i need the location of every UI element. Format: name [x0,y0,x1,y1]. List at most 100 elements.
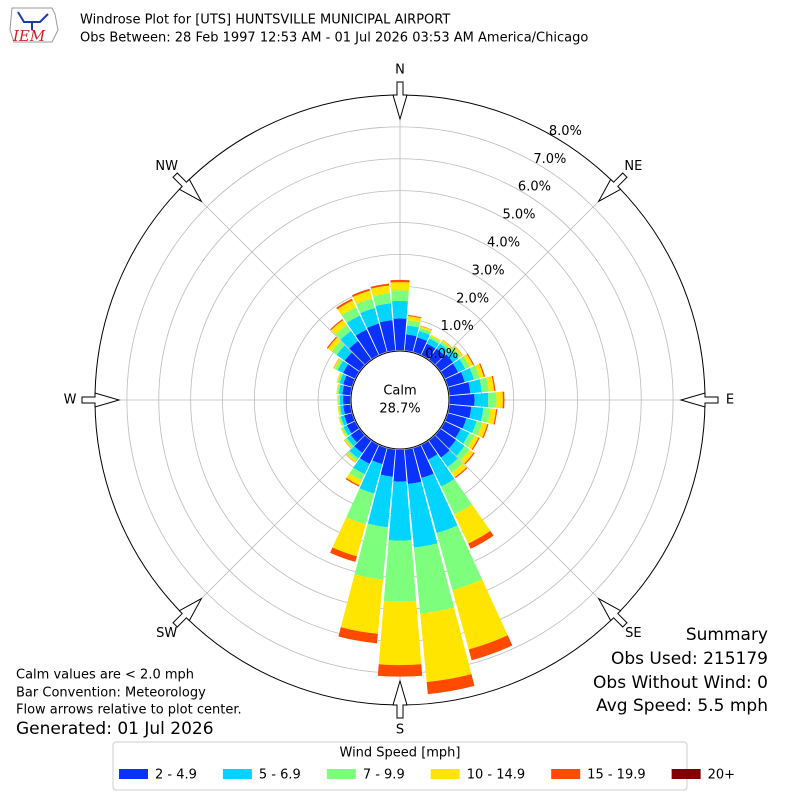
bar-segment [435,428,457,449]
flow-arrow [679,392,719,408]
bar-segment [407,320,421,328]
bar-segment [391,290,409,302]
bar-segment [346,473,362,486]
bar-segment [469,365,480,380]
bar-segment [413,337,428,355]
legend-swatch [430,769,460,779]
bar-segment [390,282,410,291]
flow-arrow [392,679,408,719]
bar-segment [345,477,360,487]
calm-label: Calm [383,384,416,399]
bar-segment [333,358,341,370]
grid-spoke [435,435,616,616]
bar-segment [452,358,466,373]
bar-segment [336,372,342,383]
flow-arrow-shape [392,81,408,121]
bar-segment [460,449,474,464]
legend-label: 5 - 6.9 [259,768,301,783]
bar-segment [467,435,479,450]
bar-segment [378,601,422,666]
note: Flow arrows relative to plot center. [16,703,242,718]
bar-segment [468,635,513,661]
bar-segment [343,364,359,379]
bar-segment [338,405,342,416]
legend-label: 10 - 14.9 [467,768,525,783]
note: Calm values are < 2.0 mph [16,668,194,683]
bar-segment [441,340,452,349]
bar-segment [426,674,475,695]
flow-arrow-shape [679,392,719,408]
legend-label: 20+ [708,768,735,783]
bar-segment [459,356,470,369]
bar-segment [337,384,341,395]
legend-label: 15 - 19.9 [587,768,645,783]
bar-segment [435,354,453,372]
bar-segment [338,416,343,427]
bar-segment [373,293,391,306]
bar-segment [342,385,352,396]
bar-segment [463,354,474,367]
bar-segment [326,336,337,349]
bar-segment [333,358,340,369]
bar-segment [428,454,455,487]
calm-circle [350,350,450,450]
bar-segment [337,405,341,416]
bar-segment [428,348,445,365]
bar-segment [344,352,365,372]
bar-segment [359,460,383,494]
flow-arrow [172,172,203,203]
bar-segment [350,428,365,443]
logo-text: IEM [12,27,46,45]
bar-segment [448,404,472,419]
bar-segment [469,406,484,422]
bar-segment [383,540,417,602]
r-tick-label: 2.0% [456,291,489,306]
bar-segment [468,379,482,394]
bar-segment [441,478,473,515]
bar-segment [339,416,345,427]
bar-segment [464,452,475,465]
bar-segment [436,525,483,591]
bar-segment [375,303,393,323]
bar-segment [445,413,467,429]
flow-arrow [392,81,408,121]
bar-segment [339,395,344,405]
bar-segment [451,463,467,478]
bar-segment [453,346,463,357]
calm-value: 28.7% [379,402,420,417]
bar-segment [343,425,352,436]
r-tick-label: 5.0% [502,208,535,223]
bar-segment [339,373,347,385]
bar-segment [377,664,423,677]
logo-lines [17,11,49,30]
bar-segment [343,439,352,449]
bar-segment [440,450,458,467]
bar-segment [343,375,355,387]
bar-segment [344,413,355,425]
bar-segment [342,395,351,405]
bar-segment [406,325,419,337]
bar-segment [327,337,341,352]
bar-segment [455,428,470,444]
compass-label: NE [624,159,642,174]
flow-arrow-shape [172,597,203,628]
logo: IEM [9,7,59,45]
r-tick-label: 7.0% [533,152,566,167]
bar-segment [340,427,347,438]
bar-segment [404,334,417,352]
logo-outline [9,7,59,43]
bar-segment [413,445,434,479]
r-tick-label: 4.0% [487,236,520,251]
bar-segment [441,363,459,379]
compass-label: E [726,393,734,408]
bar-segment [349,446,363,459]
bar-segment [370,283,390,289]
bar-segment [496,391,503,409]
bar-segment [474,392,489,408]
legend: Wind Speed [mph] 2 - 4.9 5 - 6.9 7 - 9.9 10 … [112,741,735,791]
bar-segment [479,363,486,377]
bar-segment [477,422,488,438]
bar-segment [338,395,340,405]
bar-segment [338,384,344,395]
flow-arrow-shape [597,172,628,203]
